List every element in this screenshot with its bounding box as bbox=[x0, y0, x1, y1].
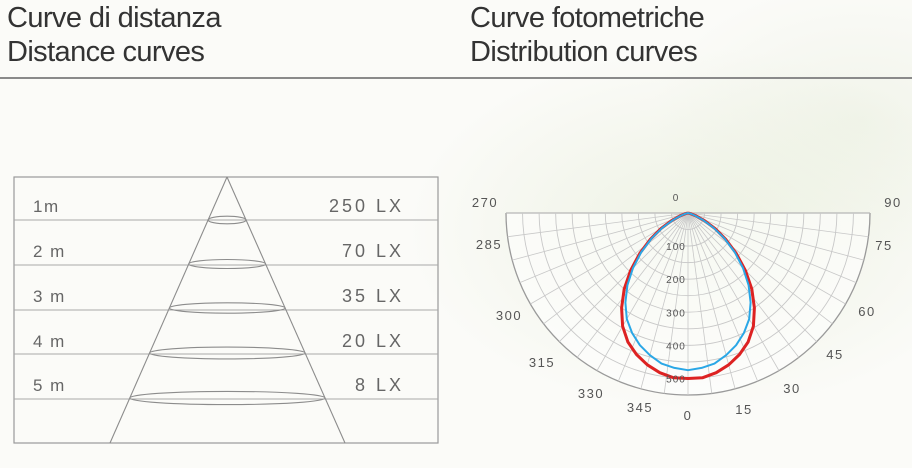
grid-spoke bbox=[543, 212, 689, 325]
grid-spoke bbox=[576, 212, 689, 358]
angle-label: 315 bbox=[529, 355, 555, 370]
grid-spoke bbox=[640, 212, 689, 389]
grid-spoke bbox=[519, 212, 689, 284]
distribution-curves bbox=[620, 211, 756, 380]
cone-edge-left bbox=[109, 176, 228, 444]
illuminance-label: 20 LX bbox=[342, 331, 404, 351]
angle-label: 90 bbox=[884, 195, 901, 210]
distribution-curves-title: Curve fotometriche Distribution curves bbox=[470, 1, 705, 69]
angle-label: 300 bbox=[496, 308, 522, 323]
distance-label: 1m bbox=[33, 197, 60, 216]
grid-spoke bbox=[687, 212, 817, 342]
grid-spoke bbox=[687, 212, 857, 284]
radial-value-label: 100 bbox=[666, 242, 686, 253]
light-spot-ellipse bbox=[207, 215, 247, 225]
angle-label: 330 bbox=[578, 386, 604, 401]
radial-value-label: 200 bbox=[666, 275, 686, 286]
title-english: Distance curves bbox=[7, 36, 205, 68]
title-english: Distribution curves bbox=[470, 36, 698, 68]
light-spot-ellipse bbox=[149, 346, 306, 360]
angle-label: 285 bbox=[476, 237, 502, 252]
grid-spoke bbox=[687, 212, 800, 358]
distance-label: 4 m bbox=[33, 332, 66, 351]
grid-spoke bbox=[663, 212, 689, 394]
radial-value-label: 300 bbox=[666, 308, 686, 319]
angle-label: 30 bbox=[783, 381, 800, 396]
grid-spoke bbox=[559, 212, 689, 342]
distance-label: 2 m bbox=[33, 242, 66, 261]
radial-value-label: 0 bbox=[673, 193, 680, 204]
polar-grid bbox=[505, 212, 871, 396]
angle-label: 75 bbox=[875, 238, 892, 253]
light-spot-ellipse bbox=[188, 258, 267, 270]
angle-label: 0 bbox=[684, 408, 693, 423]
distance-label: 3 m bbox=[33, 287, 66, 306]
header-divider bbox=[0, 77, 912, 79]
grid-spoke bbox=[617, 212, 689, 382]
illuminance-label: 250 LX bbox=[329, 196, 404, 216]
grid-spoke bbox=[512, 212, 689, 261]
illuminance-label: 8 LX bbox=[355, 375, 404, 395]
grid-spoke bbox=[687, 212, 780, 371]
row-dividers bbox=[14, 219, 438, 400]
radial-value-label: 400 bbox=[666, 341, 686, 352]
grid-spoke bbox=[687, 212, 869, 238]
polar-labels: 0 100 200 300 400 500 270 285 300 315 330 345 0 15 30 4… bbox=[472, 193, 901, 423]
title-italian: Curve fotometriche bbox=[470, 2, 705, 34]
angle-label: 60 bbox=[858, 304, 875, 319]
grid-spoke bbox=[687, 212, 759, 382]
grid-spoke bbox=[687, 212, 833, 325]
angle-label: 270 bbox=[472, 195, 498, 210]
grid-spoke bbox=[687, 212, 736, 389]
cone-edge-right bbox=[226, 176, 346, 444]
radial-value-label: 500 bbox=[666, 374, 686, 385]
light-spot-ellipse bbox=[129, 390, 326, 406]
angle-label: 45 bbox=[826, 347, 843, 362]
distance-curves-title: Curve di distanza Distance curves bbox=[7, 1, 221, 69]
light-cone bbox=[109, 176, 346, 444]
light-spot-ellipse bbox=[168, 302, 286, 314]
angle-label: 345 bbox=[627, 400, 653, 415]
distance-label: 5 m bbox=[33, 376, 66, 395]
illuminance-label: 70 LX bbox=[342, 241, 404, 261]
grid-spoke bbox=[687, 212, 864, 261]
illuminance-label: 35 LX bbox=[342, 286, 404, 306]
title-italian: Curve di distanza bbox=[7, 2, 221, 34]
grid-spoke bbox=[687, 212, 713, 394]
grid-spoke bbox=[596, 212, 689, 371]
angle-label: 15 bbox=[735, 402, 752, 417]
grid-spoke bbox=[507, 212, 689, 238]
blue-distribution-curve bbox=[624, 212, 752, 372]
row-labels: 1m 250 LX 2 m 70 LX 3 m 35 LX 4 m 20 LX 5 m 8 LX bbox=[33, 196, 404, 395]
